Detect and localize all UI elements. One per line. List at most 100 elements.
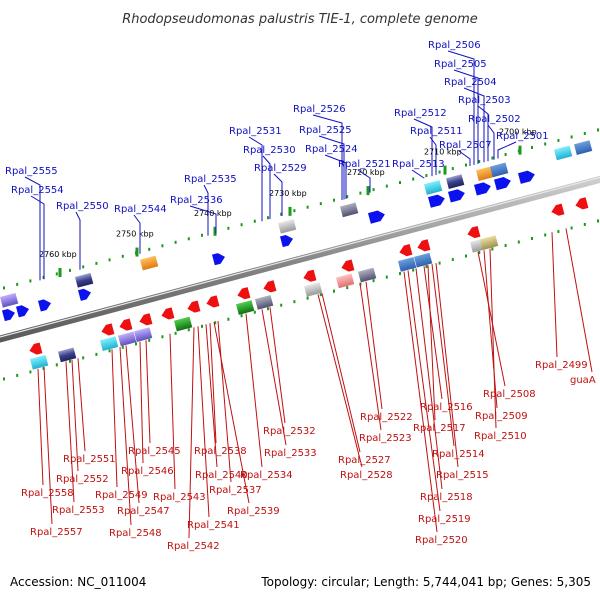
- reverse-gene-label[interactable]: Rpal_2520: [415, 535, 468, 546]
- reverse-gene-label[interactable]: Rpal_2553: [52, 505, 105, 516]
- forward-label-connector: [429, 136, 437, 176]
- reverse-label-connector: [565, 228, 593, 373]
- forward-gene-label[interactable]: Rpal_2505: [434, 59, 487, 70]
- backbone-highlight: [0, 176, 600, 338]
- reverse-gene-label[interactable]: Rpal_2510: [474, 431, 527, 442]
- reverse-gene-label[interactable]: Rpal_2528: [340, 470, 393, 481]
- reverse-gene-label[interactable]: Rpal_2543: [153, 492, 206, 503]
- forward-gene-label[interactable]: Rpal_2535: [184, 174, 237, 185]
- strand-dot: [372, 279, 375, 283]
- forward-gene-label[interactable]: Rpal_2544: [114, 204, 167, 215]
- strand-dot: [557, 138, 560, 142]
- reverse-gene-label[interactable]: Rpal_2515: [436, 470, 489, 481]
- forward-gene-label[interactable]: Rpal_2531: [229, 126, 282, 137]
- reverse-gene-label[interactable]: Rpal_2539: [227, 506, 280, 517]
- forward-gene-label[interactable]: Rpal_2524: [305, 144, 358, 155]
- reverse-gene-label[interactable]: Rpal_2557: [30, 527, 83, 538]
- reverse-gene-label[interactable]: Rpal_2516: [420, 402, 473, 413]
- forward-gene-arrow: [280, 234, 294, 248]
- reverse-label-connector: [423, 266, 443, 400]
- strand-dot: [174, 331, 177, 335]
- reverse-gene-label[interactable]: Rpal_2499: [535, 360, 588, 371]
- summary-text: Topology: circular; Length: 5,744,041 bp…: [260, 575, 591, 589]
- strand-dot: [597, 219, 599, 223]
- forward-gene-label[interactable]: Rpal_2502: [468, 114, 521, 125]
- strand-dot: [161, 335, 164, 339]
- forward-gene-label[interactable]: Rpal_2521: [338, 159, 391, 170]
- reverse-gene-label[interactable]: Rpal_2509: [475, 411, 528, 422]
- forward-gene-label[interactable]: Rpal_2501: [496, 131, 549, 142]
- reverse-category-box: [358, 267, 377, 283]
- reverse-gene-label[interactable]: Rpal_2545: [128, 446, 181, 457]
- reverse-label-connector: [65, 361, 75, 503]
- forward-gene-arrow: [494, 177, 511, 191]
- forward-gene-label[interactable]: Rpal_2512: [394, 108, 447, 119]
- forward-gene-label[interactable]: Rpal_2525: [299, 125, 352, 136]
- reverse-gene-label[interactable]: Rpal_2540: [195, 470, 248, 481]
- strand-dot: [451, 167, 454, 171]
- forward-gene-label[interactable]: Rpal_2511: [410, 126, 463, 137]
- strand-dot: [425, 174, 428, 178]
- reverse-gene-label[interactable]: Rpal_2514: [432, 449, 485, 460]
- reverse-gene-label[interactable]: Rpal_2549: [95, 490, 148, 501]
- forward-category-box: [446, 174, 465, 189]
- reverse-gene-label[interactable]: Rpal_2517: [413, 423, 466, 434]
- forward-gene-label[interactable]: Rpal_2555: [5, 166, 58, 177]
- reverse-gene-label[interactable]: Rpal_2522: [360, 412, 413, 423]
- reverse-gene-label[interactable]: Rpal_2542: [167, 541, 220, 552]
- reverse-category-box: [304, 282, 323, 297]
- tick-label: 2710 kbp: [424, 148, 462, 157]
- strand-dot: [333, 198, 335, 202]
- reverse-gene-label[interactable]: Rpal_2551: [63, 454, 116, 465]
- reverse-gene-arrow: [399, 244, 413, 257]
- forward-gene-label[interactable]: Rpal_2536: [170, 195, 223, 206]
- strand-dot: [16, 373, 19, 377]
- forward-label-connector: [262, 155, 271, 220]
- forward-gene-arrow: [16, 305, 30, 318]
- reverse-gene-label[interactable]: Rpal_2558: [21, 488, 74, 499]
- reverse-gene-label[interactable]: Rpal_2537: [209, 485, 262, 496]
- forward-gene-label[interactable]: Rpal_2529: [254, 163, 307, 174]
- reverse-gene-label[interactable]: Rpal_2547: [117, 506, 170, 517]
- forward-gene-label[interactable]: Rpal_2507: [439, 140, 492, 151]
- forward-label-connector: [463, 87, 485, 163]
- forward-gene-label[interactable]: Rpal_2504: [444, 77, 497, 88]
- reverse-label-connector: [359, 283, 382, 431]
- tick-label: 2720 kbp: [347, 168, 385, 177]
- reverse-gene-label[interactable]: Rpal_2546: [121, 466, 174, 477]
- strand-dot: [187, 237, 190, 241]
- forward-gene-label[interactable]: Rpal_2506: [428, 40, 481, 51]
- forward-gene-label[interactable]: Rpal_2554: [11, 185, 64, 196]
- strand-dot: [174, 240, 177, 244]
- forward-gene-label[interactable]: Rpal_2513: [392, 159, 445, 170]
- reverse-gene-label[interactable]: Rpal_2541: [187, 520, 240, 531]
- reverse-label-connector: [489, 248, 497, 429]
- reverse-gene-label[interactable]: Rpal_2508: [483, 389, 536, 400]
- forward-gene-label[interactable]: Rpal_2530: [243, 145, 296, 156]
- reverse-label-connector: [269, 307, 286, 424]
- reverse-gene-label[interactable]: guaA: [570, 375, 596, 386]
- reverse-gene-label[interactable]: Rpal_2552: [56, 474, 109, 485]
- reverse-gene-label[interactable]: Rpal_2533: [264, 448, 317, 459]
- reverse-label-connector: [71, 359, 79, 472]
- reverse-gene-label[interactable]: Rpal_2532: [263, 426, 316, 437]
- forward-category-box: [0, 292, 19, 308]
- strand-dot: [504, 244, 507, 248]
- reverse-gene-label[interactable]: Rpal_2548: [109, 528, 162, 539]
- reverse-gene-label[interactable]: Rpal_2527: [338, 455, 391, 466]
- reverse-gene-label[interactable]: Rpal_2538: [194, 446, 247, 457]
- forward-gene-label[interactable]: Rpal_2526: [293, 104, 346, 115]
- reverse-gene-arrow: [263, 280, 277, 293]
- reverse-category-box: [99, 336, 119, 352]
- reverse-gene-label[interactable]: Rpal_2519: [418, 514, 471, 525]
- major-tick: [288, 206, 292, 216]
- reverse-gene-label[interactable]: Rpal_2534: [240, 470, 293, 481]
- major-tick: [518, 145, 522, 155]
- forward-gene-label[interactable]: Rpal_2503: [458, 95, 511, 106]
- reverse-gene-label[interactable]: Rpal_2523: [359, 433, 412, 444]
- major-tick: [213, 226, 217, 236]
- strand-dot: [240, 314, 243, 318]
- forward-gene-label[interactable]: Rpal_2550: [56, 201, 109, 212]
- strand-dot: [69, 268, 71, 272]
- reverse-gene-label[interactable]: Rpal_2518: [420, 492, 473, 503]
